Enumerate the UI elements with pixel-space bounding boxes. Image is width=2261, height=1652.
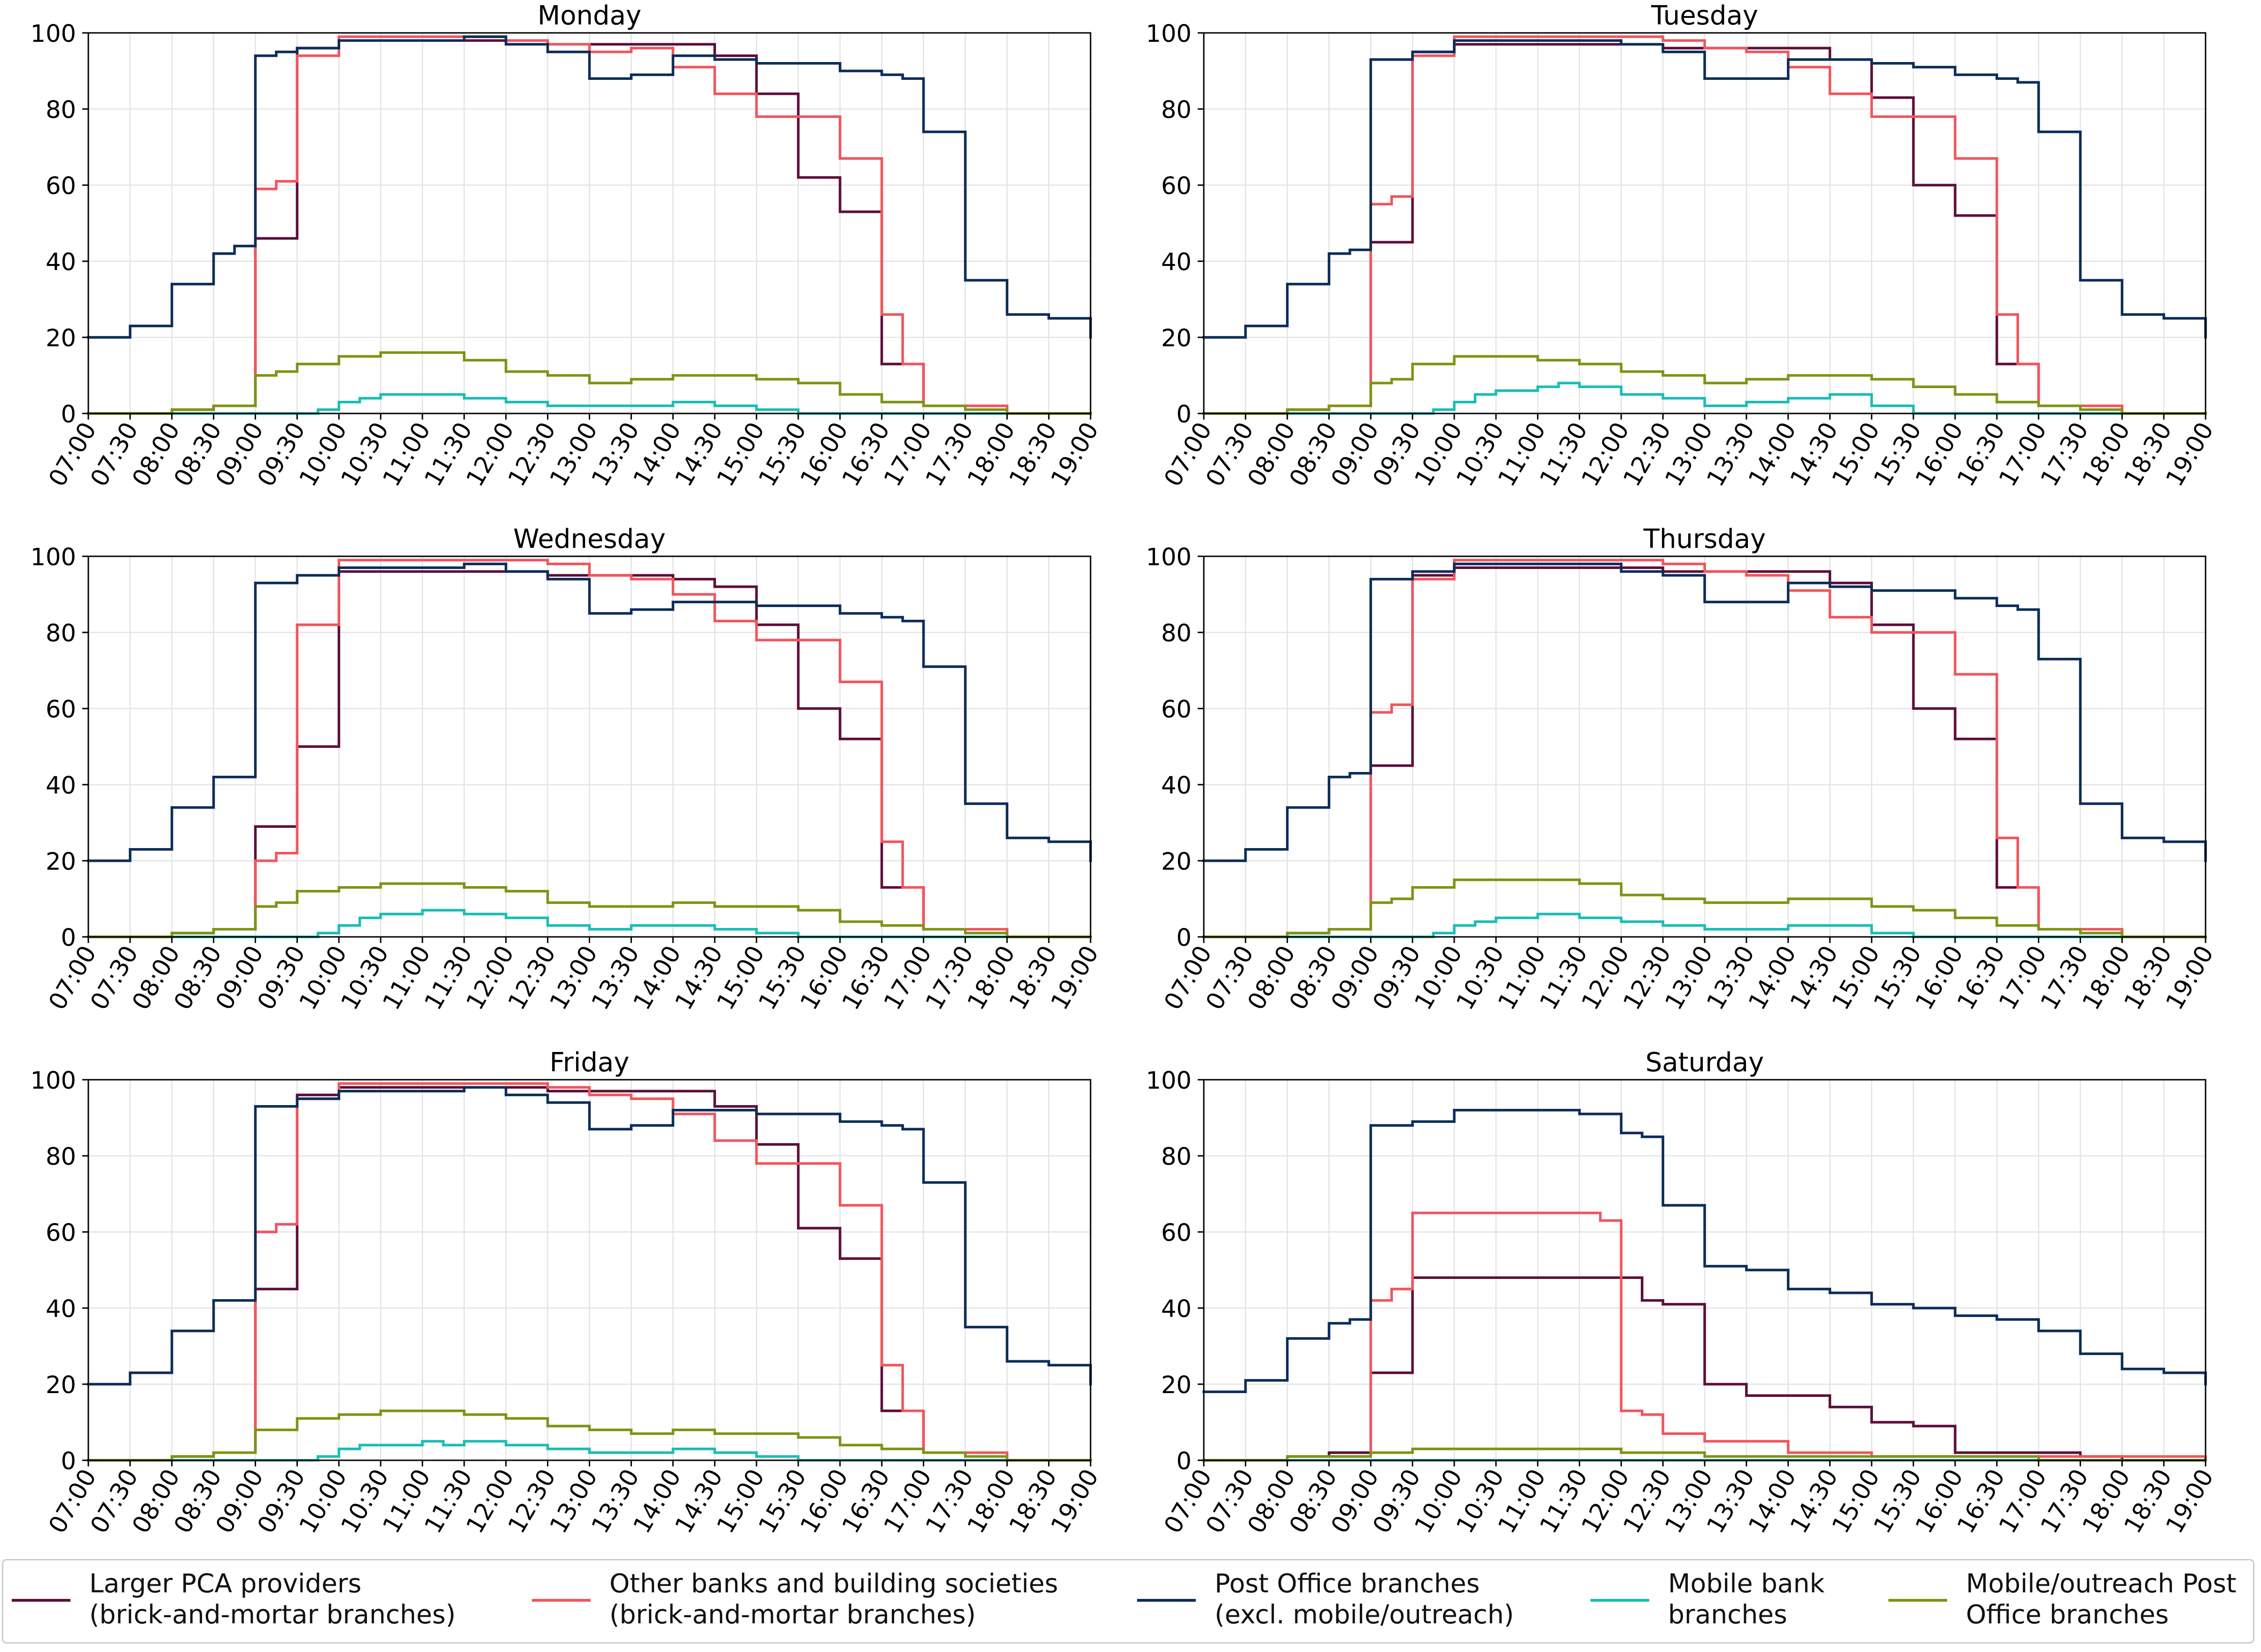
panel-title: Friday [550,1047,630,1078]
legend-swatch-mobile-bank [1590,1599,1649,1602]
y-tick-label: 100 [1146,20,1192,48]
panel-monday: 02040608010007:0007:3008:0008:3009:0009:… [31,0,1105,491]
legend-label-other-banks: Other banks and building societies (bric… [609,1568,1058,1629]
panel-title: Tuesday [1651,0,1758,31]
series-line-mobile-bank-branches [87,909,1092,938]
y-tick-label: 0 [1177,401,1192,429]
y-tick-label: 100 [31,544,76,571]
legend-label-larger-pca: Larger PCA providers (brick-and-mortar b… [89,1568,456,1629]
y-tick-label: 60 [1161,696,1192,724]
series-line-other-banks-and-building-societies [87,35,1092,415]
series-line-mobile-outreach-post-office-branches [87,1409,1092,1462]
series-line-other-banks-and-building-societies [1202,1211,2207,1462]
y-tick-label: 60 [46,1219,76,1247]
series-line-mobile-outreach-post-office-branches [1202,1447,2207,1462]
panel-thursday: 02040608010007:0007:3008:0008:3009:0009:… [1146,524,2220,1015]
panel-title: Thursday [1643,524,1766,554]
series-line-post-office-branches [1202,39,2207,339]
y-tick-label: 80 [46,1143,76,1171]
y-tick-label: 0 [61,1448,76,1475]
series-line-post-office-branches [87,35,1092,339]
y-tick-label: 20 [1161,325,1192,352]
legend-swatch-mobile-post-office [1888,1599,1947,1602]
panel-title: Saturday [1645,1047,1764,1078]
y-tick-label: 80 [1161,1143,1192,1171]
y-tick-label: 0 [1177,924,1192,952]
y-tick-label: 60 [1161,172,1192,200]
series-line-mobile-outreach-post-office-branches [87,882,1092,938]
panel-wednesday: 02040608010007:0007:3008:0008:3009:0009:… [31,524,1105,1015]
legend: Larger PCA providers (brick-and-mortar b… [2,1559,2254,1644]
y-tick-label: 40 [1161,249,1192,276]
y-tick-label: 60 [46,172,76,200]
legend-swatch-other-banks [532,1599,591,1602]
y-tick-label: 20 [1161,1371,1192,1399]
series-line-post-office-branches [87,1086,1092,1386]
y-tick-label: 40 [46,772,76,800]
y-tick-label: 80 [46,96,76,124]
legend-label-post-office: Post Office branches (excl. mobile/outre… [1215,1568,1514,1629]
y-tick-label: 40 [1161,1295,1192,1323]
panel-title: Monday [538,0,641,31]
y-tick-label: 20 [1161,848,1192,876]
y-tick-label: 20 [46,848,76,876]
y-tick-label: 20 [46,1371,76,1399]
panel-tuesday: 02040608010007:0007:3008:0008:3009:0009:… [1146,0,2220,491]
y-tick-label: 100 [1146,544,1192,571]
series-line-post-office-branches [1202,562,2207,862]
y-tick-label: 80 [1161,96,1192,124]
panel-saturday: 02040608010007:0007:3008:0008:3009:0009:… [1146,1047,2220,1538]
y-tick-label: 20 [46,325,76,352]
series-line-post-office-branches [1202,1109,2207,1393]
y-tick-label: 100 [31,1067,76,1095]
y-tick-label: 40 [46,249,76,276]
series-line-mobile-bank-branches [1202,912,2207,938]
series-line-mobile-bank-branches [87,1440,1092,1462]
y-tick-label: 40 [1161,772,1192,800]
series-line-post-office-branches [87,562,1092,862]
series-line-mobile-bank-branches [87,393,1092,415]
y-tick-label: 60 [1161,1219,1192,1247]
panel-title: Wednesday [513,524,665,554]
series-line-mobile-outreach-post-office-branches [87,351,1092,415]
panel-friday: 02040608010007:0007:3008:0008:3009:0009:… [31,1047,1105,1538]
y-tick-label: 0 [61,401,76,429]
series-line-mobile-outreach-post-office-branches [1202,355,2207,415]
y-tick-label: 100 [1146,1067,1192,1095]
legend-label-mobile-post-office: Mobile/outreach Post Office branches [1966,1568,2237,1629]
series-line-mobile-outreach-post-office-branches [1202,878,2207,938]
legend-swatch-larger-pca [12,1599,70,1602]
series-line-mobile-bank-branches [1202,382,2207,415]
y-tick-label: 80 [46,620,76,647]
y-tick-label: 80 [1161,620,1192,647]
series-line-other-banks-and-building-societies [87,559,1092,938]
y-tick-label: 40 [46,1295,76,1323]
legend-swatch-post-office [1137,1599,1196,1602]
y-tick-label: 0 [1177,1448,1192,1475]
legend-label-mobile-bank: Mobile bank branches [1668,1568,1825,1629]
y-tick-label: 100 [31,20,76,48]
y-tick-label: 60 [46,696,76,724]
y-tick-label: 0 [61,924,76,952]
